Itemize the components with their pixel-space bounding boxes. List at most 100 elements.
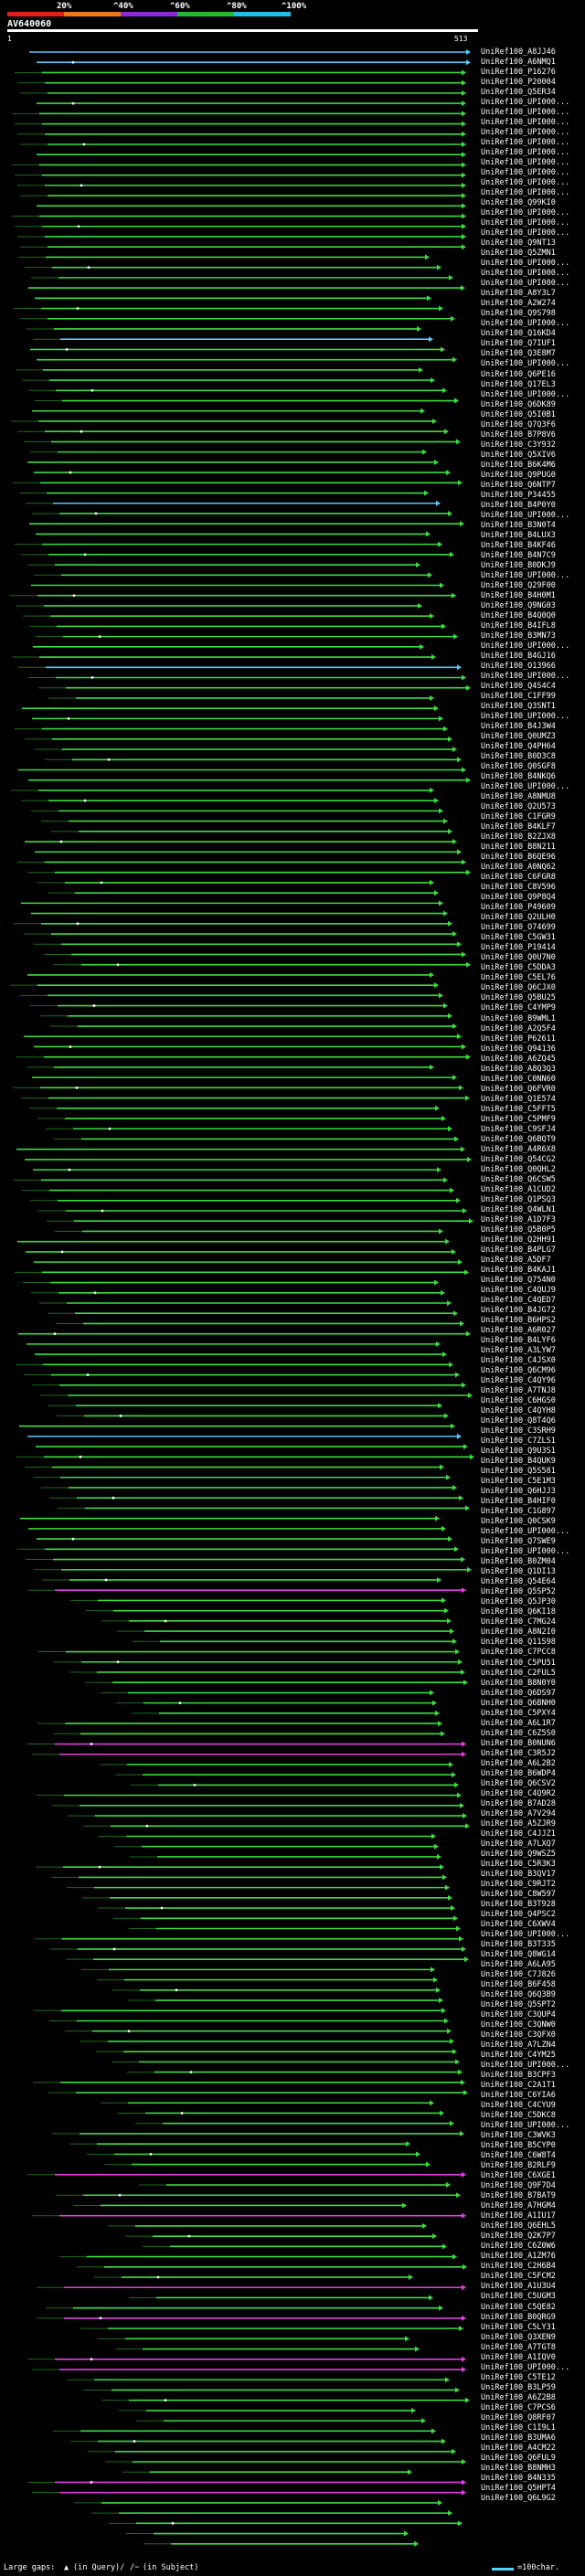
hit-label[interactable]: UniRef100_B3QV17 xyxy=(481,1869,556,1879)
hit-label[interactable]: UniRef100_A6LA95 xyxy=(481,1959,556,1969)
hit-label[interactable]: UniRef100_C7PCC8 xyxy=(481,1648,556,1658)
hit-label[interactable]: UniRef100_C4QY96 xyxy=(481,1376,556,1386)
hit-label[interactable]: UniRef100_UPI000... xyxy=(481,128,570,138)
hit-label[interactable]: UniRef100_O13966 xyxy=(481,661,556,671)
hit-label[interactable]: UniRef100_C4JSX0 xyxy=(481,1356,556,1366)
hit-label[interactable]: UniRef100_C6XGE1 xyxy=(481,2171,556,2181)
hit-label[interactable]: UniRef100_B4GJ16 xyxy=(481,651,556,661)
hit-label[interactable]: UniRef100_A1IU17 xyxy=(481,2211,556,2221)
hit-label[interactable]: UniRef100_B4KF46 xyxy=(481,540,556,550)
hit-label[interactable]: UniRef100_A8JJ46 xyxy=(481,48,556,57)
hit-label[interactable]: UniRef100_A2Q5F4 xyxy=(481,1023,556,1034)
hit-label[interactable]: UniRef100_B4JG72 xyxy=(481,1305,556,1315)
hit-label[interactable]: UniRef100_B2RLF9 xyxy=(481,2161,556,2171)
hit-label[interactable]: UniRef100_A4CM22 xyxy=(481,2443,556,2453)
hit-label[interactable]: UniRef100_C5R3K3 xyxy=(481,1859,556,1869)
hit-label[interactable]: UniRef100_UPI000... xyxy=(481,279,570,289)
hit-label[interactable]: UniRef100_Q9WSZ5 xyxy=(481,1849,556,1859)
hit-label[interactable]: UniRef100_B4KLF7 xyxy=(481,822,556,832)
hit-label[interactable]: UniRef100_Q6NTP7 xyxy=(481,480,556,490)
hit-label[interactable]: UniRef100_UPI000... xyxy=(481,712,570,722)
hit-label[interactable]: UniRef100_C6FGR8 xyxy=(481,873,556,883)
hit-label[interactable]: UniRef100_Q6HJJ3 xyxy=(481,1487,556,1497)
hit-label[interactable]: UniRef100_A7LXQ7 xyxy=(481,1839,556,1849)
hit-label[interactable]: UniRef100_Q29F00 xyxy=(481,580,556,590)
hit-label[interactable]: UniRef100_C5UGM3 xyxy=(481,2292,556,2302)
hit-label[interactable]: UniRef100_Q4PH64 xyxy=(481,742,556,752)
hit-label[interactable]: UniRef100_UPI000... xyxy=(481,1929,570,1939)
hit-label[interactable]: UniRef100_Q9NT13 xyxy=(481,239,556,249)
hit-label[interactable]: UniRef100_P49609 xyxy=(481,903,556,913)
hit-label[interactable]: UniRef100_C6HGS0 xyxy=(481,1396,556,1406)
hit-label[interactable]: UniRef100_P62611 xyxy=(481,1034,556,1044)
hit-label[interactable]: UniRef100_Q6CSV2 xyxy=(481,1778,556,1788)
hit-label[interactable]: UniRef100_B5CYP0 xyxy=(481,2141,556,2151)
hit-label[interactable]: UniRef100_Q5I0B1 xyxy=(481,409,556,419)
hit-label[interactable]: UniRef100_Q16KD4 xyxy=(481,329,556,339)
hit-label[interactable]: UniRef100_B4H0M1 xyxy=(481,590,556,600)
hit-label[interactable]: UniRef100_B0DKJ9 xyxy=(481,560,556,570)
hit-label[interactable]: UniRef100_C3R5J2 xyxy=(481,1748,556,1758)
hit-label[interactable]: UniRef100_Q54E64 xyxy=(481,1577,556,1587)
hit-label[interactable]: UniRef100_Q9F7D4 xyxy=(481,2181,556,2191)
hit-label[interactable]: UniRef100_UPI000... xyxy=(481,118,570,128)
hit-label[interactable]: UniRef100_Q6DK89 xyxy=(481,399,556,409)
hit-label[interactable]: UniRef100_C5FCM2 xyxy=(481,2272,556,2282)
hit-label[interactable]: UniRef100_C7MG24 xyxy=(481,1617,556,1627)
hit-label[interactable]: UniRef100_C5PMF9 xyxy=(481,1114,556,1124)
hit-label[interactable]: UniRef100_Q94136 xyxy=(481,1044,556,1054)
hit-label[interactable]: UniRef100_C5PU51 xyxy=(481,1658,556,1668)
hit-label[interactable]: UniRef100_A7LZN4 xyxy=(481,2041,556,2051)
hit-label[interactable]: UniRef100_Q3XEN9 xyxy=(481,2332,556,2342)
hit-label[interactable]: UniRef100_C7PCS6 xyxy=(481,2402,556,2412)
hit-label[interactable]: UniRef100_C6YIA6 xyxy=(481,2091,556,2101)
hit-label[interactable]: UniRef100_UPI000... xyxy=(481,228,570,239)
hit-label[interactable]: UniRef100_C7ZLS1 xyxy=(481,1436,556,1447)
hit-label[interactable]: UniRef100_UPI000... xyxy=(481,208,570,218)
hit-label[interactable]: UniRef100_UPI000... xyxy=(481,510,570,520)
hit-label[interactable]: UniRef100_Q7IUF1 xyxy=(481,339,556,349)
hit-label[interactable]: UniRef100_UPI000... xyxy=(481,178,570,188)
hit-label[interactable]: UniRef100_C9RJT2 xyxy=(481,1879,556,1889)
hit-label[interactable]: UniRef100_A1U3U4 xyxy=(481,2282,556,2292)
hit-label[interactable]: UniRef100_Q9U3S1 xyxy=(481,1447,556,1457)
hit-label[interactable]: UniRef100_C6W8T4 xyxy=(481,2151,556,2161)
hit-label[interactable]: UniRef100_C5DKC8 xyxy=(481,2111,556,2121)
hit-label[interactable]: UniRef100_Q1DI13 xyxy=(481,1567,556,1577)
hit-label[interactable]: UniRef100_Q5JP30 xyxy=(481,1597,556,1607)
hit-label[interactable]: UniRef100_Q6CM96 xyxy=(481,1366,556,1376)
hit-label[interactable]: UniRef100_B4P0Y0 xyxy=(481,500,556,510)
hit-label[interactable]: UniRef100_Q6PE16 xyxy=(481,369,556,379)
hit-label[interactable]: UniRef100_C5E1M3 xyxy=(481,1477,556,1487)
hit-label[interactable]: UniRef100_Q4S4C4 xyxy=(481,681,556,691)
hit-label[interactable]: UniRef100_A8Q3Q3 xyxy=(481,1064,556,1074)
hit-label[interactable]: UniRef100_Q1PSQ3 xyxy=(481,1194,556,1204)
hit-label[interactable]: UniRef100_B4Q0Q0 xyxy=(481,610,556,620)
hit-label[interactable]: UniRef100_UPI000... xyxy=(481,168,570,178)
hit-label[interactable]: UniRef100_B0QRG9 xyxy=(481,2312,556,2322)
hit-label[interactable]: UniRef100_C4QED7 xyxy=(481,1295,556,1305)
hit-label[interactable]: UniRef100_P20004 xyxy=(481,78,556,88)
hit-label[interactable]: UniRef100_Q7Q3F6 xyxy=(481,419,556,429)
hit-label[interactable]: UniRef100_UPI000... xyxy=(481,269,570,279)
hit-label[interactable]: UniRef100_Q0U7N0 xyxy=(481,953,556,963)
hit-label[interactable]: UniRef100_B8N211 xyxy=(481,843,556,853)
hit-label[interactable]: UniRef100_Q6BQT9 xyxy=(481,1134,556,1144)
hit-label[interactable]: UniRef100_A7TGT8 xyxy=(481,2342,556,2352)
hit-label[interactable]: UniRef100_A1IQV0 xyxy=(481,2352,556,2362)
hit-label[interactable]: UniRef100_A0NQ62 xyxy=(481,863,556,873)
hit-label[interactable]: UniRef100_B6QE96 xyxy=(481,853,556,863)
hit-label[interactable]: UniRef100_C4Q9R2 xyxy=(481,1788,556,1798)
hit-label[interactable]: UniRef100_Q9P8Q4 xyxy=(481,893,556,903)
hit-label[interactable]: UniRef100_A2W274 xyxy=(481,299,556,309)
hit-label[interactable]: UniRef100_A7V294 xyxy=(481,1808,556,1818)
hit-label[interactable]: UniRef100_B4J3W4 xyxy=(481,722,556,732)
hit-label[interactable]: UniRef100_Q5HPT4 xyxy=(481,2483,556,2493)
hit-label[interactable]: UniRef100_UPI000... xyxy=(481,1527,570,1537)
hit-label[interactable]: UniRef100_UPI000... xyxy=(481,570,570,580)
hit-label[interactable]: UniRef100_C8W597 xyxy=(481,1889,556,1899)
hit-label[interactable]: UniRef100_A6NMQ1 xyxy=(481,58,556,68)
hit-label[interactable]: UniRef100_Q6Q3B9 xyxy=(481,1990,556,2000)
hit-label[interactable]: UniRef100_C5TE12 xyxy=(481,2372,556,2382)
hit-label[interactable]: UniRef100_B3UMA6 xyxy=(481,2433,556,2443)
